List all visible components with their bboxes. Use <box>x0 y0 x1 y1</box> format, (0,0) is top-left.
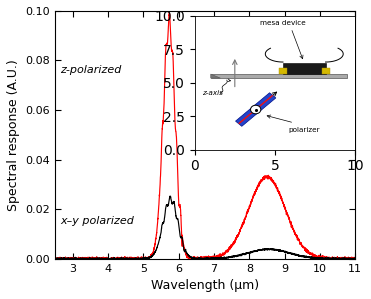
Text: z-polarized: z-polarized <box>60 65 122 75</box>
Y-axis label: Spectral response (A.U.): Spectral response (A.U.) <box>7 59 20 211</box>
Text: x–y polarized: x–y polarized <box>60 216 134 226</box>
X-axis label: Wavelength (μm): Wavelength (μm) <box>151 279 259 292</box>
